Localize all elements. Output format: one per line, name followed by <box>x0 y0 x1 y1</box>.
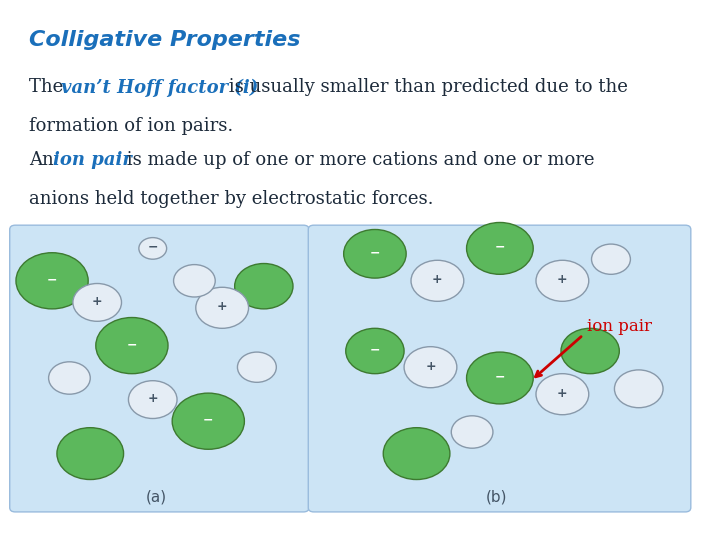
Circle shape <box>343 230 406 278</box>
Text: is usually smaller than predicted due to the: is usually smaller than predicted due to… <box>222 78 627 96</box>
Text: is made up of one or more cations and one or more: is made up of one or more cations and on… <box>121 151 594 169</box>
Circle shape <box>536 374 589 415</box>
Circle shape <box>128 381 177 418</box>
Circle shape <box>73 284 122 321</box>
Circle shape <box>139 238 166 259</box>
Text: +: + <box>92 295 102 308</box>
Text: anions held together by electrostatic forces.: anions held together by electrostatic fo… <box>30 190 433 208</box>
Text: +: + <box>148 392 158 405</box>
Circle shape <box>451 416 493 448</box>
Text: −: − <box>495 241 505 254</box>
Circle shape <box>467 222 534 274</box>
Text: −: − <box>369 246 380 259</box>
Circle shape <box>172 393 244 449</box>
Text: +: + <box>557 387 567 400</box>
Circle shape <box>96 318 168 374</box>
Circle shape <box>592 244 631 274</box>
Text: +: + <box>557 273 567 286</box>
Circle shape <box>536 260 589 301</box>
Circle shape <box>411 260 464 301</box>
Circle shape <box>49 362 90 394</box>
Text: −: − <box>47 273 58 286</box>
Text: ion pair: ion pair <box>53 151 132 169</box>
Text: An: An <box>30 151 60 169</box>
Text: −: − <box>148 241 158 254</box>
Circle shape <box>174 265 215 297</box>
Circle shape <box>16 253 88 309</box>
Circle shape <box>561 328 619 374</box>
Circle shape <box>467 352 534 404</box>
Text: (b): (b) <box>486 490 507 505</box>
Circle shape <box>404 347 457 388</box>
Text: formation of ion pairs.: formation of ion pairs. <box>30 117 233 135</box>
Text: ion pair: ion pair <box>587 318 652 335</box>
Text: +: + <box>217 300 228 313</box>
Text: van’t Hoff factor (i): van’t Hoff factor (i) <box>61 78 258 97</box>
Text: −: − <box>127 338 138 351</box>
Text: +: + <box>425 360 436 373</box>
Circle shape <box>57 428 124 480</box>
Circle shape <box>235 264 293 309</box>
Circle shape <box>196 287 248 328</box>
Circle shape <box>614 370 663 408</box>
Text: −: − <box>203 414 214 427</box>
Text: Colligative Properties: Colligative Properties <box>30 30 301 50</box>
Circle shape <box>346 328 404 374</box>
Text: The: The <box>30 78 69 96</box>
Text: +: + <box>432 273 443 286</box>
Text: (a): (a) <box>145 490 167 505</box>
Circle shape <box>383 428 450 480</box>
Circle shape <box>238 352 276 382</box>
Text: −: − <box>495 370 505 383</box>
FancyBboxPatch shape <box>308 225 690 512</box>
Text: −: − <box>369 343 380 356</box>
FancyBboxPatch shape <box>10 225 309 512</box>
